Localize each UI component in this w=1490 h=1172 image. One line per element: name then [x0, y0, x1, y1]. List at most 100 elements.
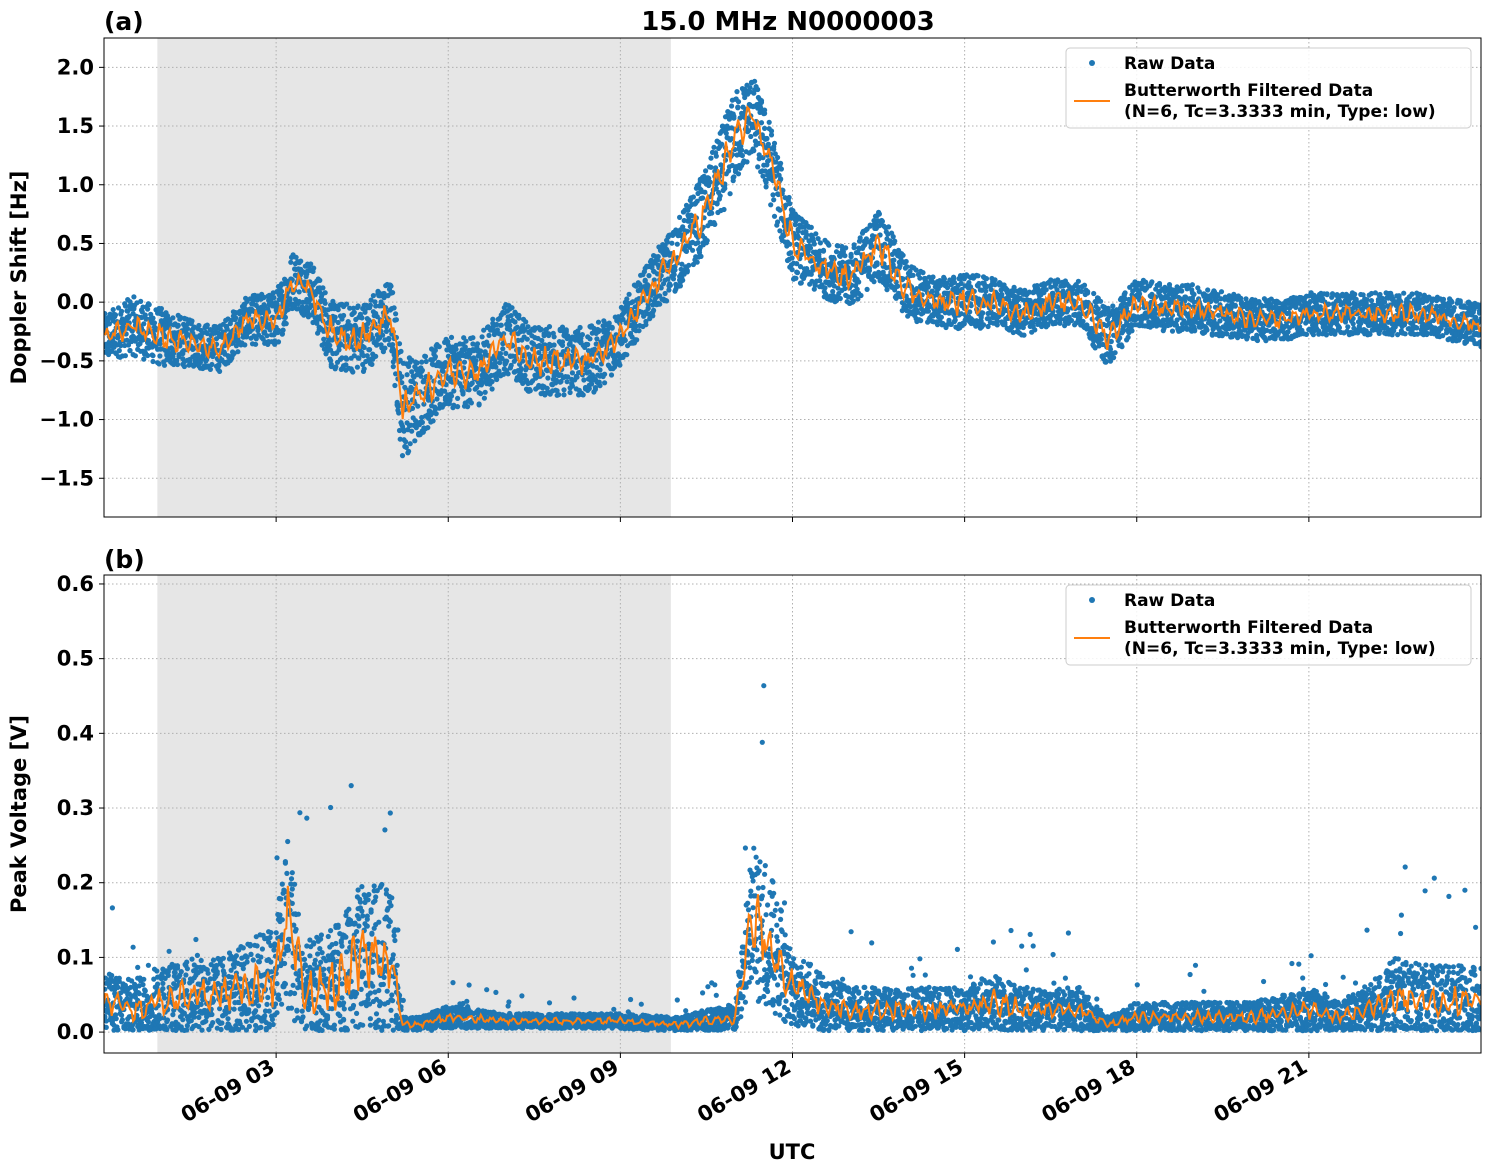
raw-data-point — [1326, 301, 1332, 307]
raw-data-point — [253, 341, 259, 347]
raw-data-point — [442, 363, 448, 370]
raw-data-point — [279, 331, 285, 337]
raw-data-point — [508, 362, 514, 368]
raw-data-point — [708, 155, 714, 161]
raw-data-point — [363, 325, 370, 331]
raw-data-point — [141, 321, 147, 327]
raw-data-point — [787, 241, 793, 247]
raw-data-point — [418, 373, 424, 379]
raw-data-point — [409, 405, 416, 411]
raw-data-point — [871, 279, 877, 285]
raw-data-point — [361, 366, 367, 372]
raw-data-point — [910, 272, 916, 278]
raw-data-point — [564, 379, 570, 385]
raw-data-point — [992, 277, 998, 283]
raw-data-point — [680, 277, 686, 283]
raw-data-point — [175, 322, 181, 328]
raw-data-point — [766, 119, 772, 125]
raw-data-point — [657, 301, 663, 307]
raw-data-point — [386, 336, 392, 343]
raw-data-point — [1032, 327, 1038, 333]
raw-data-point — [556, 392, 562, 398]
raw-data-point — [817, 240, 824, 246]
raw-data-point — [980, 310, 986, 316]
raw-data-point — [913, 267, 919, 273]
raw-data-point — [690, 247, 696, 253]
raw-data-point — [497, 360, 503, 366]
raw-data-point — [1179, 288, 1185, 294]
raw-data-point — [920, 270, 926, 276]
raw-data-point — [453, 346, 459, 352]
raw-data-point — [602, 371, 608, 377]
raw-data-point — [321, 336, 327, 342]
raw-data-point — [279, 288, 285, 294]
raw-data-point — [317, 277, 323, 283]
raw-data-point — [664, 239, 671, 245]
raw-data-point — [167, 321, 173, 328]
raw-data-point — [465, 404, 471, 410]
raw-data-point — [602, 380, 608, 386]
raw-data-point — [156, 361, 162, 367]
raw-data-point — [274, 301, 280, 307]
raw-data-point — [505, 371, 511, 377]
raw-data-point — [481, 327, 487, 333]
raw-data-point — [143, 316, 149, 322]
raw-data-point — [739, 147, 745, 153]
raw-data-point — [574, 374, 580, 380]
raw-data-point — [204, 330, 210, 337]
raw-data-point — [335, 307, 341, 313]
raw-data-point — [900, 252, 906, 258]
raw-data-point — [768, 132, 775, 138]
raw-data-point — [392, 382, 398, 389]
raw-data-point — [842, 253, 848, 259]
raw-data-point — [425, 425, 431, 431]
raw-data-point — [597, 367, 603, 373]
raw-data-point — [388, 283, 394, 289]
raw-data-point — [700, 195, 706, 201]
raw-data-point — [851, 245, 857, 251]
raw-data-point — [721, 206, 727, 213]
raw-data-point — [296, 289, 302, 295]
raw-data-point — [1137, 291, 1143, 297]
raw-data-point — [396, 410, 402, 416]
raw-data-point — [1352, 291, 1358, 297]
raw-data-point — [536, 382, 542, 389]
raw-data-point — [393, 371, 399, 377]
raw-data-point — [707, 179, 713, 185]
raw-data-point — [886, 224, 892, 230]
raw-data-point — [595, 319, 602, 325]
raw-data-point — [490, 316, 496, 322]
raw-data-point — [843, 245, 849, 251]
raw-data-point — [460, 391, 466, 397]
raw-data-point — [626, 291, 632, 297]
raw-data-point — [280, 327, 286, 333]
raw-data-point — [145, 352, 151, 359]
raw-data-point — [455, 395, 461, 401]
raw-data-point — [717, 193, 723, 199]
raw-data-point — [355, 303, 361, 309]
raw-data-point — [298, 258, 304, 264]
raw-data-point — [432, 354, 438, 360]
raw-data-point — [354, 364, 360, 370]
raw-data-point — [758, 98, 765, 104]
raw-data-point — [118, 343, 124, 349]
raw-data-point — [122, 303, 128, 309]
raw-data-point — [807, 245, 814, 251]
raw-data-point — [527, 388, 533, 394]
raw-data-point — [762, 125, 768, 131]
raw-data-point — [941, 276, 948, 282]
raw-data-point — [546, 332, 552, 339]
raw-data-point — [509, 305, 515, 311]
raw-data-point — [356, 355, 362, 361]
raw-data-point — [110, 307, 116, 313]
raw-data-point — [473, 365, 479, 371]
raw-data-point — [1149, 279, 1155, 285]
raw-data-point — [713, 153, 719, 159]
raw-data-point — [184, 326, 190, 332]
raw-data-point — [918, 318, 924, 324]
raw-data-point — [433, 411, 439, 417]
raw-data-point — [516, 315, 522, 321]
raw-data-point — [177, 314, 184, 320]
raw-data-point — [350, 305, 357, 311]
raw-data-point — [669, 240, 675, 246]
